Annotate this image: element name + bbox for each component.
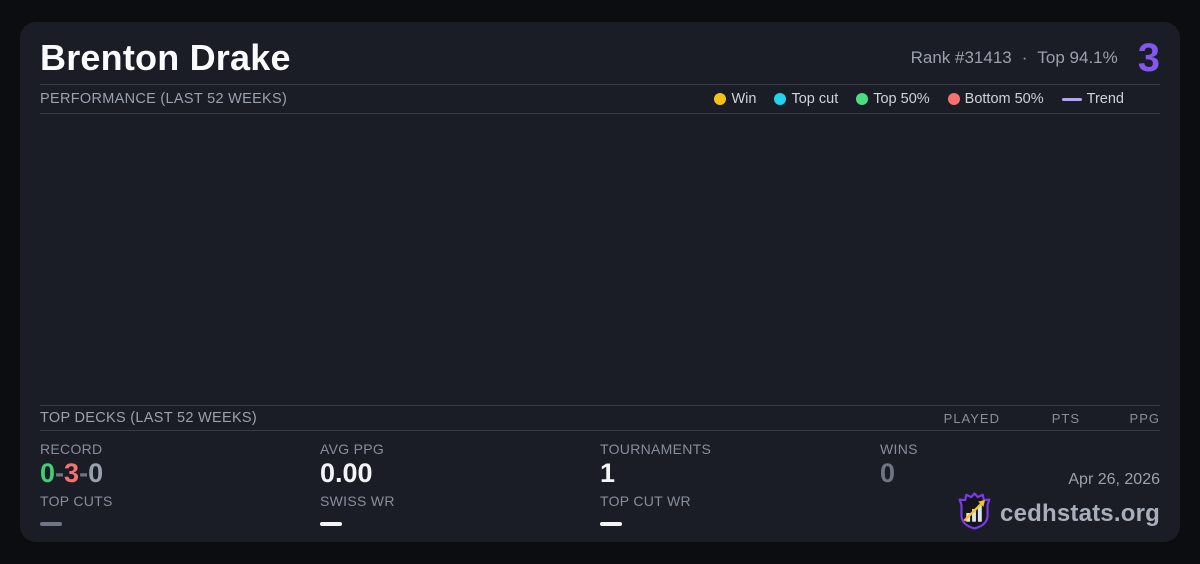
stat-avg-ppg-label: AVG PPG [320,441,385,457]
stat-tournaments-value: 1 [600,458,616,488]
header-right: Rank #31413 · Top 94.1% 3 [911,38,1160,78]
legend-label-top-50: Top 50% [873,91,930,107]
stat-record: RECORD 0-3-0 [40,441,320,493]
stat-wins-value: 0 [880,458,896,488]
page-title: Brenton Drake [40,37,291,78]
stat-top-cut-wr-label: TOP CUT WR [600,493,691,509]
stat-swiss-wr: SWISS WR [320,493,600,541]
legend-item-trend: Trend [1061,91,1124,107]
player-count-badge: 3 [1137,36,1160,80]
percentile-label: Top 94.1% [1037,48,1118,67]
record-wins: 0 [40,458,56,488]
stat-swiss-wr-dash [320,522,342,526]
record-sep2: - [79,458,89,488]
win-dot-icon [714,93,727,105]
cedhstats-logo-icon [957,492,992,535]
legend-item-win: Win [714,91,756,107]
rank-info: Rank #31413 · Top 94.1% [911,48,1118,68]
record-draws: 0 [88,458,104,488]
rank-label: Rank #31413 [910,48,1012,67]
date-label: Apr 26, 2026 [1068,471,1160,488]
stat-top-cuts-dash [40,522,62,526]
top-decks-title: TOP DECKS (LAST 52 WEEKS) [40,410,258,426]
chart-legend: Win Top cut Top 50% Bottom 50% Trend [714,91,1160,107]
stat-avg-ppg-value: 0.00 [320,458,373,488]
stats-summary-grid: RECORD 0-3-0 AVG PPG 0.00 TOURNAMENTS 1 … [40,431,1160,541]
stat-avg-ppg: AVG PPG 0.00 [320,441,600,493]
stat-tournaments-label: TOURNAMENTS [600,441,712,457]
legend-item-top-50: Top 50% [856,91,930,107]
player-stats-card: Brenton Drake Rank #31413 · Top 94.1% 3 … [20,22,1180,542]
card-header: Brenton Drake Rank #31413 · Top 94.1% 3 [40,22,1160,85]
legend-label-trend: Trend [1086,91,1124,107]
stat-swiss-wr-label: SWISS WR [320,493,395,509]
legend-label-top-cut: Top cut [791,91,839,107]
performance-title: PERFORMANCE (LAST 52 WEEKS) [40,91,288,107]
brand-name: cedhstats.org [1000,499,1160,527]
stat-top-cuts-label: TOP CUTS [40,493,113,509]
stat-top-cuts: TOP CUTS [40,493,320,541]
stat-top-cut-wr: TOP CUT WR [600,493,880,541]
top-decks-section-header: TOP DECKS (LAST 52 WEEKS) PLAYED PTS PPG [40,406,1160,431]
rank-separator: · [1021,48,1028,67]
legend-label-bottom-50: Bottom 50% [964,91,1044,107]
top-50-dot-icon [856,93,869,105]
brand-row: cedhstats.org [957,492,1160,535]
top-decks-column-headers: PLAYED PTS PPG [908,411,1160,426]
top-cut-dot-icon [774,93,787,105]
legend-item-top-cut: Top cut [774,91,838,107]
record-sep1: - [55,458,65,488]
stat-top-cut-wr-dash [600,522,622,526]
record-losses: 3 [64,458,80,488]
performance-chart-plot-area [40,114,1160,406]
stat-tournaments: TOURNAMENTS 1 [600,441,880,493]
column-header-played: PLAYED [943,410,1000,426]
column-header-pts: PTS [1051,410,1080,426]
stat-record-value: 0-3-0 [40,458,320,489]
legend-item-bottom-50: Bottom 50% [947,91,1044,107]
bottom-50-dot-icon [947,93,960,105]
performance-section-header: PERFORMANCE (LAST 52 WEEKS) Win Top cut … [40,85,1160,114]
legend-label-win: Win [731,91,757,107]
trend-line-icon [1061,97,1082,101]
stat-wins: WINS 0 [880,441,1160,493]
stat-wins-label: WINS [880,441,918,457]
column-header-ppg: PPG [1129,410,1160,426]
stat-record-label: RECORD [40,441,103,457]
card-footer: Apr 26, 2026 cedhstats.org [957,471,1160,535]
